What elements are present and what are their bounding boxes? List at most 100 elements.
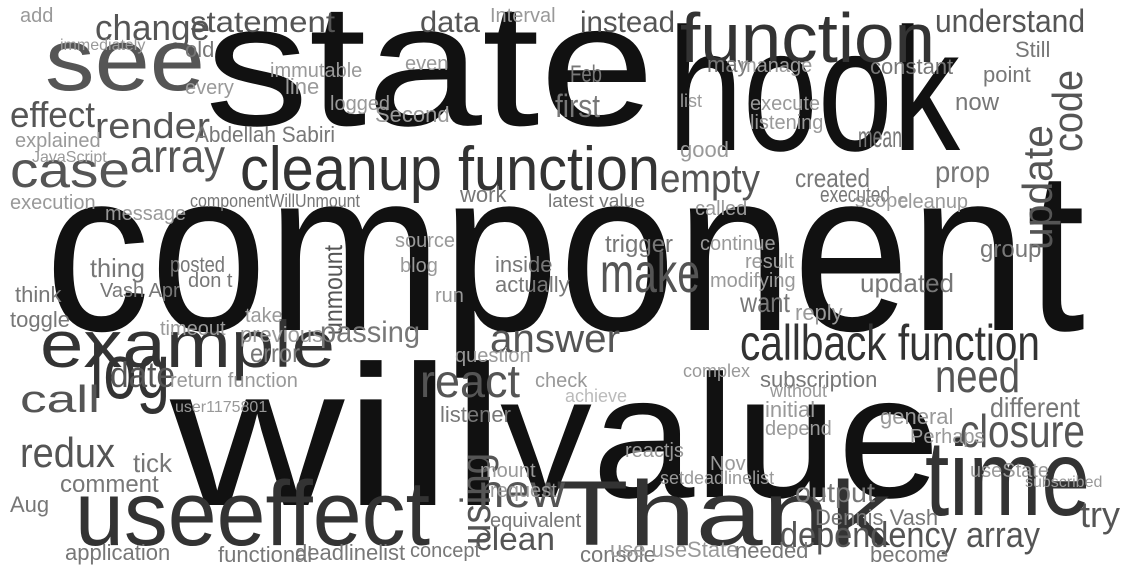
word: execute [750, 93, 820, 115]
word: example [40, 307, 335, 381]
word: toggle [10, 307, 70, 332]
word: explained [15, 130, 101, 152]
word: executed [820, 182, 890, 207]
word: component [45, 122, 1085, 379]
word: modifying [710, 270, 796, 292]
word: closure [960, 405, 1085, 457]
word: thing [90, 253, 145, 283]
word: code [1044, 70, 1091, 152]
word: result [745, 251, 794, 273]
word: cleanup function [240, 135, 660, 204]
word: case [10, 142, 130, 198]
word: old [185, 37, 214, 62]
word: mount [480, 460, 536, 482]
word: application [65, 540, 170, 565]
word: setdeadlinelist [660, 468, 774, 488]
word: cleanup [898, 191, 968, 213]
word: inside [495, 252, 552, 277]
word: line [285, 74, 319, 99]
word: make [600, 241, 700, 304]
word: useState [970, 460, 1049, 482]
word: reactjs [625, 440, 684, 462]
word: depend [765, 418, 832, 440]
word: Interval [490, 5, 556, 27]
word: update [1014, 125, 1061, 250]
word: updated [860, 268, 954, 298]
word: group [980, 236, 1041, 263]
word: first [555, 88, 600, 124]
word: Second [375, 102, 450, 127]
word: redux [20, 429, 115, 476]
word: effect [10, 94, 95, 135]
word: output [795, 477, 875, 508]
word: request [490, 480, 557, 502]
word: state [205, 0, 655, 163]
word: console [580, 542, 656, 567]
word: check [535, 370, 588, 392]
word: point [983, 62, 1031, 87]
word: work [459, 182, 507, 207]
word: Feb [570, 61, 602, 88]
word: manage [740, 55, 812, 77]
word: hook [668, 0, 960, 188]
word: understand [935, 3, 1085, 39]
word: think [15, 282, 62, 307]
word: error [250, 338, 300, 368]
word: take [245, 305, 283, 327]
word: list [680, 91, 702, 111]
word: don t [188, 270, 233, 292]
word: Aug [10, 492, 49, 517]
word: callback function [740, 315, 1040, 371]
word: initial [765, 397, 815, 422]
word: previous [240, 322, 323, 347]
word: need [935, 350, 1020, 402]
word: change [95, 7, 210, 48]
word: tick [133, 448, 173, 478]
word: will [169, 325, 505, 548]
word: clean [475, 521, 555, 557]
word: scope [855, 190, 908, 212]
word: passing [320, 316, 420, 349]
word: prop [935, 156, 990, 189]
word: Perhaps [910, 426, 985, 448]
word: constant [870, 54, 953, 79]
word: unmount [318, 244, 348, 335]
word: complex [683, 361, 750, 381]
word: deadlinelist [295, 540, 405, 565]
word: latest value [548, 191, 645, 211]
word: add [20, 5, 53, 27]
word: answer [490, 317, 620, 361]
word: posted [170, 252, 225, 277]
word: without [769, 381, 827, 401]
word: useeffect [75, 463, 430, 565]
word: continue [700, 233, 776, 255]
word: use useState [610, 537, 738, 562]
word: now [955, 89, 1000, 116]
word: logged [330, 93, 390, 115]
word: reply [795, 300, 843, 325]
word: Dennis Vash [815, 505, 938, 530]
word: data [420, 6, 480, 39]
word: Still [1015, 37, 1050, 62]
word: try [1080, 494, 1120, 535]
word: actually [495, 272, 570, 297]
word: needed [735, 538, 808, 563]
word: array [130, 130, 225, 182]
word: statement [190, 6, 336, 39]
word: achieve [565, 386, 627, 406]
word: want [739, 287, 790, 318]
word: good [680, 137, 729, 162]
word: date [110, 354, 175, 395]
word: execution [10, 192, 96, 214]
word: return function [170, 370, 298, 392]
word: called [695, 198, 747, 220]
word: dependency array [780, 514, 1040, 555]
word: trigger [605, 231, 673, 258]
word: render [95, 105, 210, 146]
word: react [420, 355, 520, 407]
word: componentWillUnmount [190, 191, 360, 211]
word: subscribed [1025, 474, 1102, 491]
word: concept [410, 540, 480, 562]
word: new [478, 465, 566, 517]
word: every [185, 77, 234, 99]
